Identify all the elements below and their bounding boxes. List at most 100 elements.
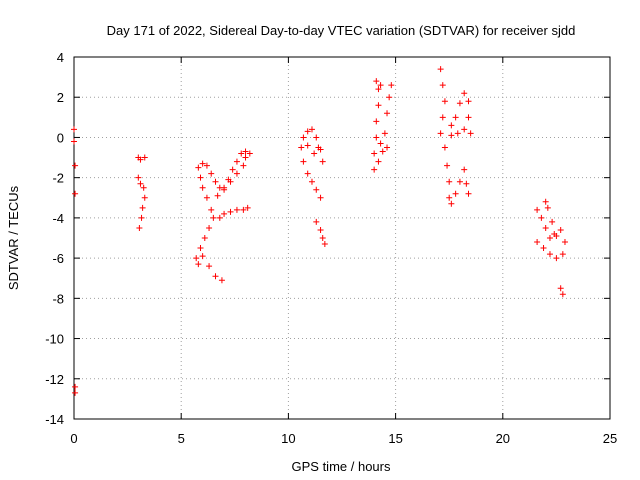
data-point: [141, 194, 148, 201]
data-point: [377, 82, 384, 89]
data-point: [203, 194, 210, 201]
data-point: [212, 178, 219, 185]
data-point: [553, 255, 560, 262]
data-point: [452, 114, 459, 121]
data-point: [456, 178, 463, 185]
data-point: [72, 383, 79, 390]
data-point: [386, 94, 393, 101]
data-point: [317, 194, 324, 201]
data-point: [313, 134, 320, 141]
y-tick-label: -10: [45, 332, 64, 347]
data-point: [212, 273, 219, 280]
data-point: [313, 186, 320, 193]
data-point: [304, 170, 311, 177]
data-point: [319, 158, 326, 165]
y-tick-label: -8: [52, 291, 64, 306]
data-point: [538, 214, 545, 221]
y-tick-label: 4: [57, 50, 64, 65]
data-point: [195, 164, 202, 171]
x-tick-label: 15: [388, 431, 402, 446]
data-point: [439, 114, 446, 121]
data-point: [444, 162, 451, 169]
data-point: [557, 285, 564, 292]
data-point: [379, 148, 386, 155]
data-point: [206, 263, 213, 270]
y-axis-label: SDTVAR / TECUs: [6, 185, 21, 290]
data-point: [242, 148, 249, 155]
data-point: [315, 144, 322, 151]
data-point: [371, 150, 378, 157]
data-point: [319, 235, 326, 241]
data-point: [553, 232, 560, 239]
data-point: [199, 160, 206, 167]
data-point: [540, 245, 547, 252]
y-tick-label: -6: [52, 251, 64, 266]
grid: [74, 57, 610, 419]
data-point: [233, 206, 240, 213]
data-point: [446, 178, 453, 185]
data-point: [203, 162, 210, 169]
data-point: [446, 194, 453, 201]
x-tick-labels: 0 5 10 15 20 25: [70, 431, 617, 446]
data-point: [139, 204, 146, 211]
data-point: [377, 140, 384, 147]
plot-frame: [73, 56, 611, 420]
data-point: [448, 200, 455, 207]
data-point: [71, 126, 77, 133]
data-point: [448, 132, 455, 139]
data-point: [454, 130, 461, 137]
data-point: [461, 126, 468, 133]
data-point: [71, 138, 77, 145]
data-point: [238, 150, 245, 157]
data-points: [71, 66, 568, 396]
data-point: [546, 251, 553, 258]
data-point: [300, 158, 307, 165]
data-point: [534, 206, 541, 213]
data-point: [546, 235, 553, 241]
chart-title: Day 171 of 2022, Sidereal Day-to-day VTE…: [107, 23, 576, 38]
data-point: [137, 156, 144, 163]
x-tick-label: 10: [281, 431, 295, 446]
data-point: [373, 118, 380, 125]
x-tick-label: 25: [603, 431, 617, 446]
data-point: [193, 255, 200, 262]
data-point: [542, 224, 549, 231]
data-point: [313, 218, 320, 225]
data-point: [465, 114, 472, 121]
data-point: [72, 190, 79, 197]
data-point: [227, 208, 234, 215]
data-point: [534, 239, 541, 246]
data-point: [384, 110, 391, 117]
data-point: [244, 204, 251, 211]
x-tick-label: 5: [178, 431, 185, 446]
data-point: [381, 130, 388, 137]
data-point: [311, 150, 318, 157]
data-point: [199, 184, 206, 191]
data-point: [199, 253, 206, 260]
x-tick-label: 20: [496, 431, 510, 446]
data-point: [138, 214, 145, 221]
data-point: [371, 166, 378, 173]
data-point: [246, 150, 253, 157]
data-point: [195, 261, 202, 268]
x-tick-label: 0: [70, 431, 77, 446]
data-point: [72, 162, 79, 169]
data-point: [300, 134, 307, 141]
data-point: [141, 154, 148, 161]
data-point: [549, 218, 556, 225]
data-point: [242, 154, 249, 161]
data-point: [201, 235, 208, 241]
data-point: [463, 180, 470, 187]
data-point: [375, 102, 382, 109]
data-point: [208, 206, 215, 213]
data-point: [240, 206, 247, 213]
data-point: [456, 100, 463, 107]
data-point: [197, 174, 204, 181]
data-point: [441, 98, 448, 105]
data-point: [210, 214, 217, 221]
data-point: [233, 158, 240, 165]
data-point: [441, 144, 448, 151]
data-point: [308, 178, 315, 185]
data-point: [321, 241, 328, 248]
y-tick-label: 0: [57, 130, 64, 145]
